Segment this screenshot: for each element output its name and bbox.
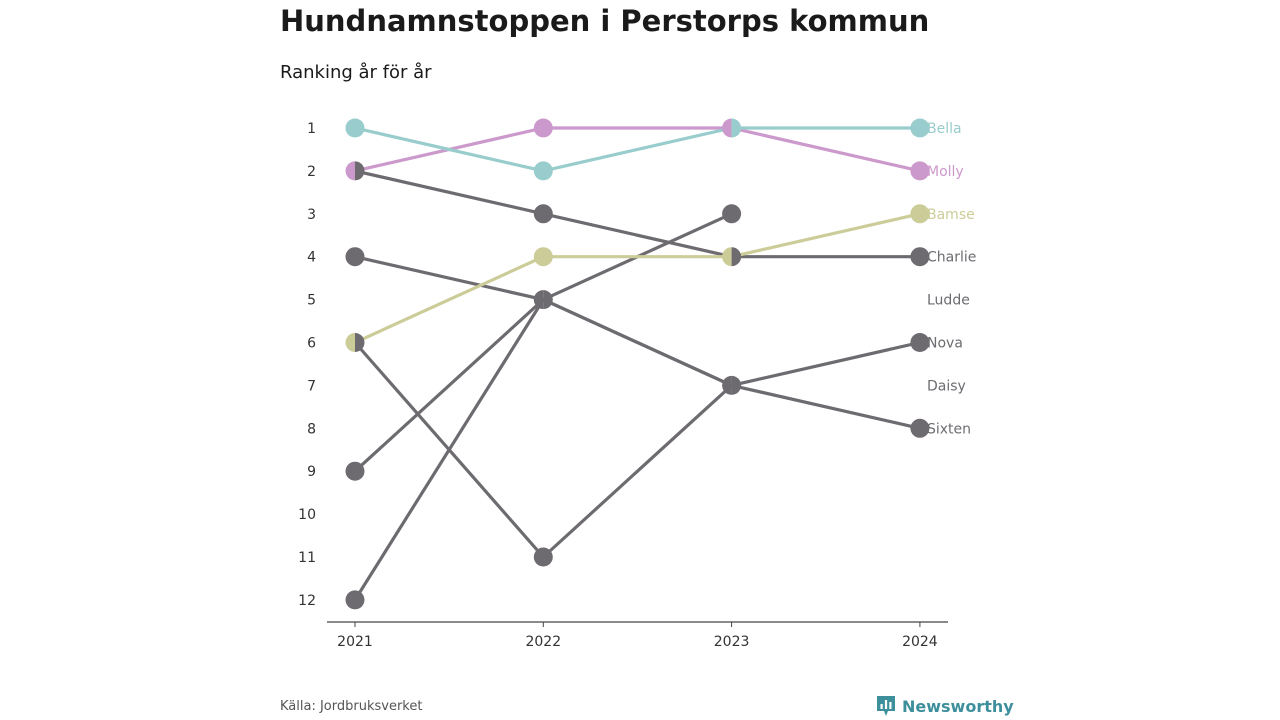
point-molly — [910, 161, 930, 181]
y-tick-label: 6 — [307, 336, 316, 352]
y-tick-label: 11 — [298, 550, 316, 566]
point-sixten — [910, 418, 930, 438]
x-tick-label: 2024 — [902, 634, 938, 650]
end-label-bella: Bella — [927, 121, 962, 137]
end-label-molly: Molly — [927, 164, 964, 180]
point-nova — [533, 547, 553, 567]
y-tick-label: 12 — [298, 593, 316, 609]
point-daisy — [345, 461, 365, 481]
end-label-bamse: Bamse — [927, 207, 975, 223]
point-charlie — [910, 247, 930, 267]
series-line-sixten — [353, 298, 922, 602]
brand-name: Newsworthy — [902, 696, 1014, 716]
point-molly — [345, 161, 355, 181]
series-line-charlie — [353, 169, 922, 259]
y-tick-label: 2 — [307, 164, 316, 180]
x-tick-label: 2021 — [337, 634, 373, 650]
point-sixten — [345, 590, 365, 610]
point-bamse — [910, 204, 930, 224]
point-bamse — [345, 333, 355, 352]
end-label-sixten: Sixten — [927, 421, 971, 437]
point-bella — [731, 118, 742, 138]
y-tick-label: 10 — [298, 507, 316, 523]
point-charlie — [533, 204, 553, 224]
end-label-daisy: Daisy — [927, 378, 966, 394]
source-note: Källa: Jordbruksverket — [280, 699, 423, 714]
chart-title: Hundnamnstoppen i Perstorps kommun — [280, 4, 930, 38]
brand-logo: Newsworthy — [876, 695, 1014, 717]
point-charlie — [355, 161, 365, 181]
series-line-nova — [353, 340, 922, 559]
y-tick-label: 4 — [307, 250, 316, 266]
point-nova — [910, 333, 930, 352]
end-label-charlie: Charlie — [927, 250, 976, 266]
y-tick-label: 1 — [307, 121, 316, 137]
point-bella — [345, 118, 365, 138]
point-daisy — [722, 204, 742, 224]
point-bella — [533, 161, 553, 181]
point-sixten — [731, 375, 742, 395]
y-tick-label: 3 — [307, 207, 316, 223]
chart-subtitle: Ranking år för år — [280, 62, 432, 83]
series-line-ludde — [353, 255, 734, 387]
series-line-bella — [353, 126, 922, 173]
point-ludde — [533, 290, 544, 310]
point-nova — [355, 333, 365, 352]
y-tick-label: 7 — [307, 378, 316, 394]
y-tick-label: 5 — [307, 293, 316, 309]
point-molly — [722, 118, 732, 138]
point-bamse — [533, 247, 553, 267]
end-label-nova: Nova — [927, 336, 963, 352]
y-tick-label: 9 — [307, 464, 316, 480]
x-tick-label: 2022 — [525, 634, 561, 650]
point-bella — [910, 118, 930, 138]
series-line-bamse — [353, 212, 922, 345]
y-tick-label: 8 — [307, 421, 316, 437]
point-ludde — [722, 375, 732, 395]
point-charlie — [731, 247, 742, 267]
point-ludde — [345, 247, 365, 267]
point-molly — [533, 118, 553, 138]
x-tick-label: 2023 — [714, 634, 750, 650]
end-label-ludde: Ludde — [927, 293, 970, 309]
point-bamse — [722, 247, 732, 267]
point-sixten — [543, 290, 553, 310]
bar-chart-speech-icon — [877, 696, 895, 716]
